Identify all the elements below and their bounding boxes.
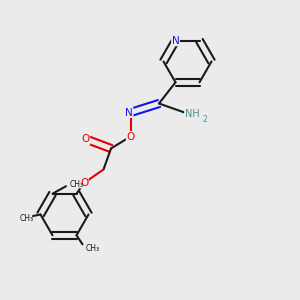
Text: 2: 2 [202, 115, 207, 124]
Text: O: O [81, 134, 90, 145]
Text: O: O [126, 131, 135, 142]
Text: CH₃: CH₃ [85, 244, 100, 253]
Text: CH₃: CH₃ [70, 180, 84, 189]
Text: N: N [125, 107, 133, 118]
Text: NH: NH [184, 109, 200, 119]
Text: CH₃: CH₃ [20, 214, 34, 223]
Text: O: O [80, 178, 88, 188]
Text: N: N [172, 36, 179, 46]
